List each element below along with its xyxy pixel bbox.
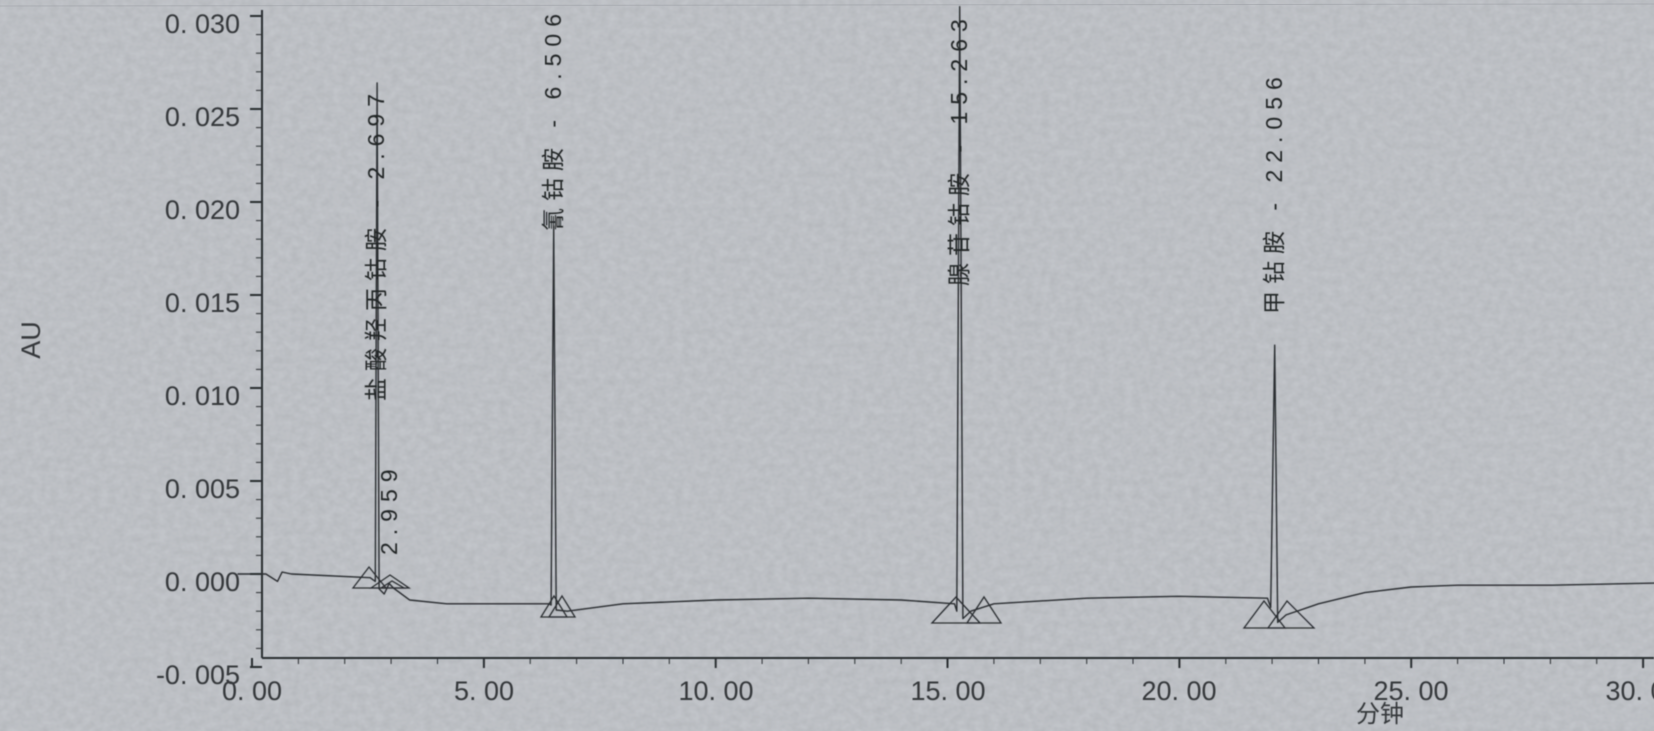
- svg-text:20. 00: 20. 00: [1141, 676, 1216, 706]
- svg-text:盐酸羟丙钴胺 - 2.697: 盐酸羟丙钴胺 - 2.697: [363, 87, 389, 401]
- svg-text:15. 00: 15. 00: [910, 676, 985, 706]
- svg-text:氰钴胺 - 6.506: 氰钴胺 - 6.506: [540, 7, 566, 231]
- svg-text:2.959: 2.959: [376, 462, 402, 555]
- svg-text:10. 00: 10. 00: [678, 676, 753, 706]
- svg-text:分钟: 分钟: [1356, 701, 1404, 728]
- svg-text:0. 025: 0. 025: [165, 102, 240, 132]
- svg-text:0. 000: 0. 000: [165, 567, 240, 597]
- svg-text:腺苷钴胺 - 15.263: 腺苷钴胺 - 15.263: [946, 12, 972, 286]
- svg-text:0. 00: 0. 00: [222, 676, 282, 706]
- svg-text:5. 00: 5. 00: [454, 676, 514, 706]
- svg-text:0. 015: 0. 015: [165, 288, 240, 318]
- svg-text:0. 020: 0. 020: [165, 195, 240, 225]
- svg-text:0. 010: 0. 010: [165, 381, 240, 411]
- svg-text:0. 030: 0. 030: [165, 9, 240, 39]
- svg-text:0. 005: 0. 005: [165, 474, 240, 504]
- svg-text:甲钻胺 - 22.056: 甲钻胺 - 22.056: [1261, 70, 1287, 314]
- svg-text:30. 00: 30. 00: [1605, 676, 1654, 706]
- svg-text:AU: AU: [16, 321, 46, 359]
